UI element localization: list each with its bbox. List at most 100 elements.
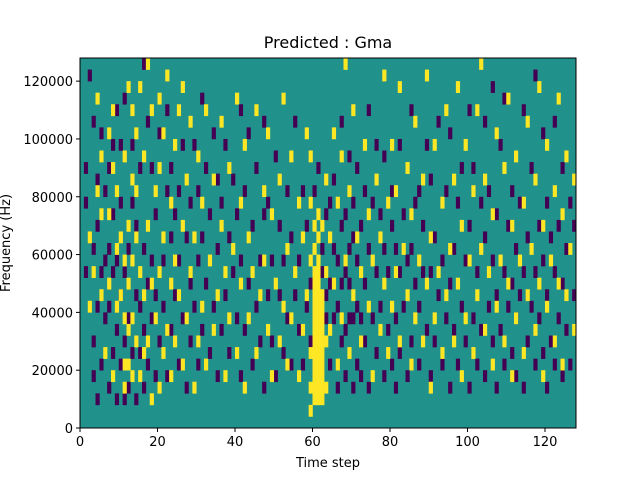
heatmap-cell-high <box>149 393 154 406</box>
heatmap-cell-low <box>149 312 154 325</box>
heatmap-cell-low <box>378 208 383 221</box>
heatmap-cell-high <box>316 358 321 371</box>
heatmap-cell-high <box>514 312 519 325</box>
heatmap-cell-high <box>560 358 565 371</box>
heatmap-cell-high <box>386 196 391 209</box>
heatmap-cell-high <box>475 104 480 117</box>
heatmap-cell-low <box>130 138 135 151</box>
heatmap-cell-high <box>552 185 557 198</box>
heatmap-cell-high <box>502 162 507 174</box>
heatmap-cell-high <box>134 127 139 140</box>
heatmap-cell-high <box>331 277 337 290</box>
heatmap-cell-high <box>91 266 96 278</box>
heatmap-cell-low <box>273 370 278 383</box>
heatmap-cell-low <box>231 173 236 186</box>
heatmap-cell-low <box>510 347 515 359</box>
heatmap-cell-high <box>521 347 526 359</box>
heatmap-cell-high <box>227 312 232 325</box>
heatmap-cell-low <box>184 381 189 394</box>
heatmap-cell-high <box>320 370 325 383</box>
heatmap-cell-high <box>370 254 375 267</box>
heatmap-cell-low <box>111 138 116 151</box>
heatmap-cell-high <box>359 266 364 278</box>
heatmap-cell-low <box>475 266 480 278</box>
heatmap-cell-high <box>316 312 321 325</box>
heatmap-cell-high <box>463 312 468 325</box>
heatmap-cell-high <box>320 347 325 359</box>
heatmap-cell-low <box>176 358 182 371</box>
heatmap-cell-high <box>552 335 557 348</box>
heatmap-cell-low <box>111 208 116 221</box>
heatmap-cell-high <box>235 347 240 359</box>
x-tick-label: 100 <box>455 435 480 450</box>
heatmap-cell-low <box>91 115 96 128</box>
heatmap-cell-low <box>114 104 120 117</box>
heatmap-cell-low <box>118 196 123 209</box>
heatmap-cell-high <box>269 370 275 383</box>
heatmap-cell-low <box>308 335 313 348</box>
heatmap-cell-high <box>107 208 112 221</box>
heatmap-cell-low <box>328 358 333 371</box>
heatmap-cell-high <box>114 243 120 255</box>
heatmap-cell-high <box>242 381 247 394</box>
heatmap-cell-low <box>269 335 275 348</box>
heatmap-cell-low <box>262 115 267 128</box>
heatmap-cell-low <box>107 162 112 174</box>
heatmap-cell-low <box>204 277 209 290</box>
heatmap-cell-high <box>548 254 554 267</box>
y-tick-label: 120000 <box>23 75 73 90</box>
heatmap-cell-low <box>103 312 108 325</box>
heatmap-cell-high <box>324 173 329 186</box>
heatmap-cell-low <box>525 231 530 244</box>
heatmap-cell-high <box>316 347 321 359</box>
heatmap-cell-high <box>157 381 162 394</box>
heatmap-cell-high <box>277 173 282 186</box>
heatmap-cell-high <box>258 289 263 302</box>
heatmap-cell-low <box>568 196 573 209</box>
heatmap-cell-low <box>440 254 445 267</box>
heatmap-cell-low <box>351 381 356 394</box>
heatmap-cell-low <box>266 289 271 302</box>
heatmap-cell-high <box>510 219 515 232</box>
heatmap-cell-high <box>440 196 445 209</box>
heatmap-cell-high <box>219 115 224 128</box>
heatmap-cell-low <box>490 81 495 93</box>
heatmap-cell-low <box>176 185 182 198</box>
heatmap-cell-low <box>572 289 577 302</box>
heatmap-cell-high <box>99 289 104 302</box>
heatmap-cell-high <box>405 162 410 174</box>
heatmap-cell-high <box>452 335 457 348</box>
heatmap-cell-low <box>370 312 375 325</box>
heatmap-cell-high <box>359 335 364 348</box>
heatmap-cell-low <box>521 266 526 278</box>
heatmap-cell-high <box>413 115 418 128</box>
heatmap-cell-low <box>421 219 426 232</box>
heatmap-cell-high <box>126 81 131 93</box>
heatmap-cell-low <box>335 300 340 313</box>
heatmap-cell-low <box>502 92 507 105</box>
heatmap-cell-high <box>180 219 185 232</box>
heatmap-cell-low <box>444 185 449 198</box>
heatmap-cell-high <box>95 185 100 198</box>
heatmap-cell-low <box>359 219 364 232</box>
heatmap-cell-high <box>459 370 464 383</box>
heatmap-cell-low <box>359 370 364 383</box>
heatmap-cell-low <box>339 115 344 128</box>
heatmap-cell-high <box>316 254 321 267</box>
heatmap-cell-high <box>173 335 178 348</box>
heatmap-cell-low <box>475 358 480 371</box>
heatmap-cell-high <box>316 266 321 278</box>
heatmap-cell-high <box>312 381 317 394</box>
heatmap-cell-high <box>568 243 573 255</box>
heatmap-cell-low <box>200 231 205 244</box>
heatmap-cell-low <box>401 208 406 221</box>
heatmap-cell-low <box>250 219 255 232</box>
heatmap-cell-high <box>320 300 325 313</box>
heatmap-cell-low <box>517 196 523 209</box>
heatmap-cell-high <box>432 138 437 151</box>
heatmap-cell-low <box>506 300 511 313</box>
heatmap-cell-high <box>169 370 174 383</box>
heatmap-cell-low <box>390 358 395 371</box>
heatmap-cell-high <box>386 347 391 359</box>
heatmap-cell-low <box>393 312 399 325</box>
